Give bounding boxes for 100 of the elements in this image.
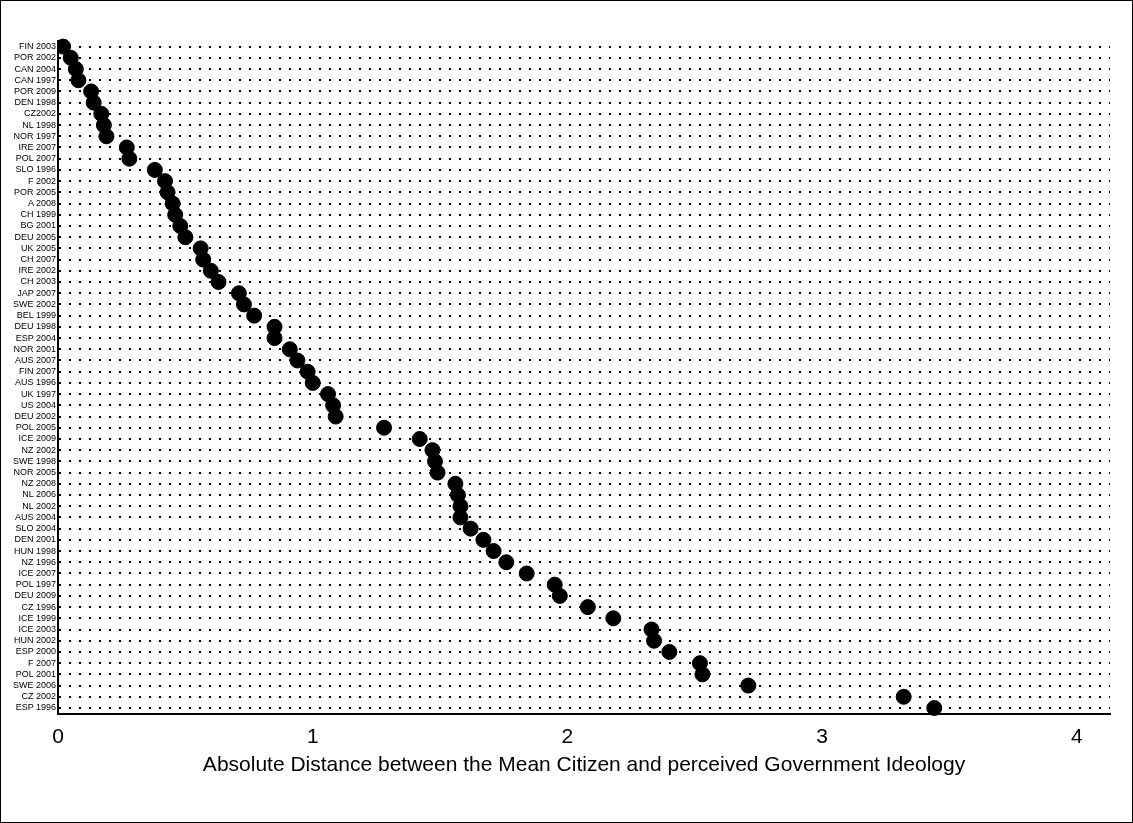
y-tick-label: POL 2007	[15, 153, 57, 164]
point	[266, 330, 283, 347]
y-tick-label: POR 2009	[13, 85, 57, 96]
y-tick-label: CZ 2002	[21, 691, 57, 702]
y-tick-label: DEN 2001	[14, 534, 57, 545]
point	[411, 430, 428, 447]
point	[202, 262, 219, 279]
y-tick-label: BG 2001	[20, 220, 57, 231]
point	[58, 38, 72, 55]
y-tick-label: DEN 1998	[14, 97, 57, 108]
y-tick-label: CH 2003	[20, 276, 57, 287]
y-tick-label: UK 2005	[20, 242, 57, 253]
point	[146, 161, 163, 178]
y-tick-label: NL 2006	[22, 489, 57, 500]
y-tick-label: FIN 2003	[18, 41, 57, 52]
y-tick-label: ESP 2004	[15, 332, 57, 343]
point	[327, 408, 344, 425]
point	[518, 565, 535, 582]
point	[281, 341, 298, 358]
x-tick-label: 3	[816, 724, 829, 747]
x-axis-title: Absolute Distance between the Mean Citizen and perceived Government Ideology	[202, 752, 966, 776]
point	[376, 419, 393, 436]
y-tick-label: POL 2001	[15, 668, 57, 679]
y-tick-label: A 2008	[27, 198, 57, 209]
point	[429, 464, 446, 481]
point	[475, 531, 492, 548]
point	[579, 599, 596, 616]
y-tick-label: NZ 1996	[21, 556, 57, 567]
y-tick-label: JAP 2007	[17, 287, 57, 298]
y-tick-label: NOR 2005	[13, 467, 57, 478]
y-tick-label: CZ2002	[23, 108, 57, 119]
y-tick-label: POL 2005	[15, 422, 57, 433]
point	[195, 251, 212, 268]
y-tick-label: DEU 1998	[14, 321, 57, 332]
point	[452, 509, 469, 526]
y-tick-label: NOR 2001	[13, 343, 57, 354]
point	[485, 543, 502, 560]
y-tick-label: IRE 2002	[18, 265, 57, 276]
y-tick-label: HUN 1998	[13, 545, 57, 556]
point	[210, 274, 227, 291]
y-tick-label: ICE 2009	[18, 433, 57, 444]
y-tick-label: ICE 2007	[18, 567, 57, 578]
point	[121, 150, 138, 167]
y-tick-label: UK 1997	[20, 388, 57, 399]
y-tick-label: POR 2002	[13, 52, 57, 63]
y-tick-label: AUS 2007	[14, 354, 57, 365]
point	[462, 520, 479, 537]
y-tick-label: SWE 1998	[12, 455, 57, 466]
y-tick-label: CAN 1997	[14, 74, 57, 85]
point	[661, 643, 678, 660]
y-tick-label: CZ 1996	[21, 601, 57, 612]
point	[246, 307, 263, 324]
y-tick-label: DEU 2002	[14, 411, 57, 422]
y-tick-label: DEU 2005	[14, 231, 57, 242]
y-tick-label: ESP 1996	[15, 702, 57, 713]
y-tick-label: FIN 2007	[18, 366, 57, 377]
x-tick-label: 0	[52, 724, 64, 747]
y-tick-label: SWE 2002	[12, 298, 57, 309]
point	[304, 374, 321, 391]
y-tick-label: BEL 1999	[16, 310, 57, 321]
y-tick-label: F 2007	[27, 657, 57, 668]
point	[177, 229, 194, 246]
y-tick-label: NOR 1997	[13, 130, 57, 141]
y-tick-label: HUN 2002	[13, 635, 57, 646]
point	[85, 94, 102, 111]
x-tick-label: 1	[306, 724, 319, 747]
point	[235, 296, 252, 313]
y-tick-label: F 2002	[27, 175, 57, 186]
y-tick-label: CAN 2004	[14, 63, 57, 74]
point	[551, 587, 568, 604]
y-tick-label: AUS 1996	[14, 377, 57, 388]
y-tick-label: POR 2005	[13, 186, 57, 197]
point	[895, 688, 912, 705]
y-tick-label: AUS 2004	[14, 511, 57, 522]
y-tick-label: ICE 2003	[18, 624, 57, 635]
point	[289, 352, 306, 369]
y-tick-label: NL 2002	[22, 500, 57, 511]
x-tick-label: 4	[1071, 724, 1084, 747]
x-tick-label: 2	[561, 724, 574, 747]
y-tick-label: DEU 2009	[14, 590, 57, 601]
y-tick-label: CH 2007	[20, 254, 57, 265]
y-tick-label: SWE 2006	[12, 680, 57, 691]
y-tick-label: NL 1998	[22, 119, 57, 130]
y-tick-label: NZ 2002	[21, 444, 57, 455]
y-tick-label: ICE 1999	[18, 612, 57, 623]
point	[694, 666, 711, 683]
point	[70, 72, 87, 89]
y-tick-label: CH 1999	[20, 209, 57, 220]
point	[646, 632, 663, 649]
y-tick-label: US 2004	[20, 399, 57, 410]
y-tick-label: IRE 2007	[18, 141, 57, 152]
point	[498, 554, 515, 571]
y-tick-label: SLO 1996	[15, 164, 57, 175]
y-tick-label: NZ 2008	[21, 478, 57, 489]
point	[740, 677, 757, 694]
y-tick-label: SLO 2004	[15, 523, 57, 534]
y-tick-label: POL 1997	[15, 579, 57, 590]
y-tick-label: ESP 2000	[15, 646, 57, 657]
point	[98, 128, 115, 145]
point	[605, 610, 622, 627]
